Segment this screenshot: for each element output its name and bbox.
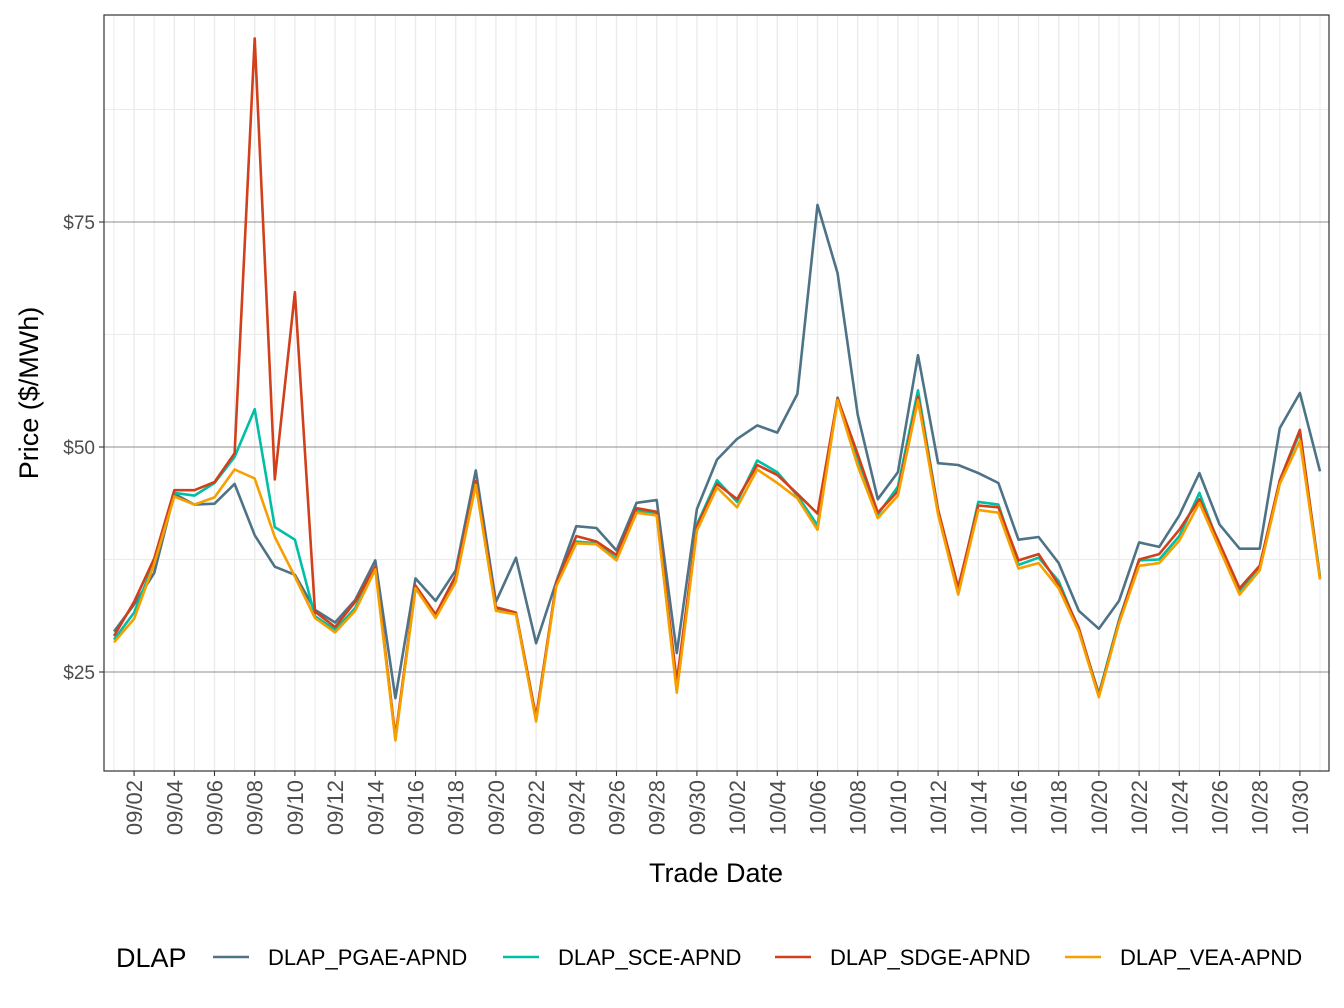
x-tick-label: 09/26 — [605, 780, 630, 835]
x-tick-label: 09/08 — [243, 780, 268, 835]
x-tick-label: 10/08 — [846, 780, 871, 835]
x-tick-label: 10/22 — [1127, 780, 1152, 835]
x-tick-label: 10/18 — [1047, 780, 1072, 835]
x-tick-label: 10/02 — [725, 780, 750, 835]
legend-label: DLAP_SDGE-APND — [830, 945, 1031, 970]
legend-label: DLAP_VEA-APND — [1120, 945, 1302, 970]
minor-gridlines — [104, 15, 1329, 771]
x-tick-label: 10/06 — [806, 780, 831, 835]
x-tick-label: 10/30 — [1288, 780, 1313, 835]
x-tick-label: 09/28 — [645, 780, 670, 835]
x-tick-label: 09/18 — [444, 780, 469, 835]
x-tick-label: 10/16 — [1007, 780, 1032, 835]
major-gridlines — [104, 15, 1329, 771]
x-tick-label: 09/24 — [564, 780, 589, 835]
legend-label: DLAP_SCE-APND — [558, 945, 741, 970]
plot-panel-border — [103, 14, 1330, 772]
x-tick-label: 10/28 — [1248, 780, 1273, 835]
x-axis: 09/02 09/04 09/06 09/08 09/10 09/12 09/14 09/16… — [122, 771, 1313, 835]
series-lines — [112, 37, 1322, 742]
series-line-dlap-vea-apnd — [113, 398, 1322, 742]
x-axis-title: Trade Date — [649, 858, 783, 888]
legend-label: DLAP_PGAE-APND — [268, 945, 467, 970]
y-axis-title: Price ($/MWh) — [14, 307, 44, 480]
x-tick-label: 10/10 — [886, 780, 911, 835]
x-tick-label: 10/20 — [1087, 780, 1112, 835]
x-tick-label: 09/12 — [323, 780, 348, 835]
x-tick-label: 09/14 — [363, 780, 388, 835]
y-tick-label: $50 — [63, 438, 95, 459]
x-tick-label: 09/02 — [122, 780, 147, 835]
x-tick-label: 10/26 — [1208, 780, 1233, 835]
x-tick-label: 09/10 — [283, 780, 308, 835]
x-tick-label: 09/22 — [524, 780, 549, 835]
legend-title: DLAP — [116, 943, 187, 973]
x-tick-label: 09/30 — [685, 780, 710, 835]
x-tick-label: 10/14 — [966, 780, 991, 835]
y-tick-label: $25 — [63, 663, 95, 684]
x-tick-label: 09/06 — [203, 780, 228, 835]
x-tick-label: 09/20 — [484, 780, 509, 835]
y-axis: $25 $50 $75 — [63, 213, 104, 684]
y-tick-label: $75 — [63, 213, 95, 234]
x-tick-label: 09/04 — [162, 780, 187, 835]
legend: DLAP DLAP_PGAE-APND DLAP_SCE-APND DLAP_SDG… — [116, 943, 1302, 973]
x-tick-label: 10/04 — [765, 780, 790, 835]
x-tick-label: 10/24 — [1167, 780, 1192, 835]
x-tick-label: 10/12 — [926, 780, 951, 835]
x-tick-label: 09/16 — [404, 780, 429, 835]
